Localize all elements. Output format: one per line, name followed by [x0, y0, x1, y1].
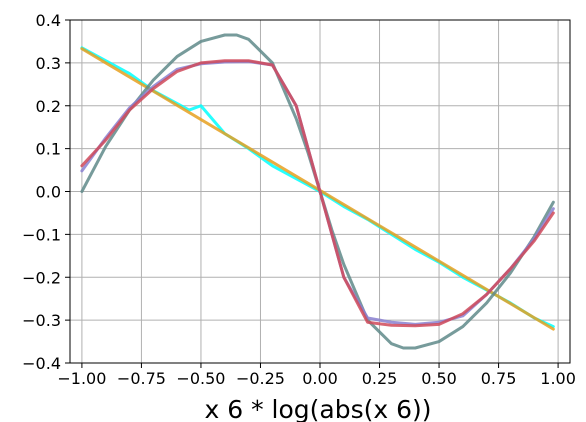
y-tick-label: 0.2: [36, 97, 61, 116]
y-tick-label: 0.4: [36, 11, 61, 30]
y-tick-labels: 0.4 0.3 0.2 0.1 0.0 −0.1 −0.2 −0.3 −0.4: [22, 11, 70, 373]
x-axis-label: x 6 * log(abs(x 6)): [204, 395, 431, 422]
x-tick-label: −0.25: [236, 369, 285, 388]
y-tick-label: −0.1: [22, 225, 61, 244]
series-line-4: [80, 60, 555, 326]
x-tick-label: −0.75: [117, 369, 166, 388]
series-lines: [80, 33, 555, 350]
y-tick-label: −0.4: [22, 354, 61, 373]
series-line-2: [80, 47, 555, 331]
y-tick-label: 0.1: [36, 140, 61, 159]
x-tick-label: −1.00: [57, 369, 106, 388]
y-tick-label: −0.3: [22, 311, 61, 330]
y-tick-label: −0.2: [22, 268, 61, 287]
x-tick-label: 0.50: [421, 369, 457, 388]
x-tick-label: 0.75: [481, 369, 517, 388]
y-tick-label: 0.3: [36, 54, 61, 73]
x-tick-label: 0.00: [302, 369, 338, 388]
series-line-5: [80, 59, 555, 328]
y-tick-label: 0.0: [36, 183, 61, 202]
x-tick-label: 1.00: [540, 369, 576, 388]
x-tick-label: −0.50: [176, 369, 225, 388]
x-tick-label: 0.25: [362, 369, 398, 388]
x-tick-labels: −1.00 −0.75 −0.50 −0.25 0.00 0.25 0.50 0.75 1.00: [57, 363, 576, 388]
